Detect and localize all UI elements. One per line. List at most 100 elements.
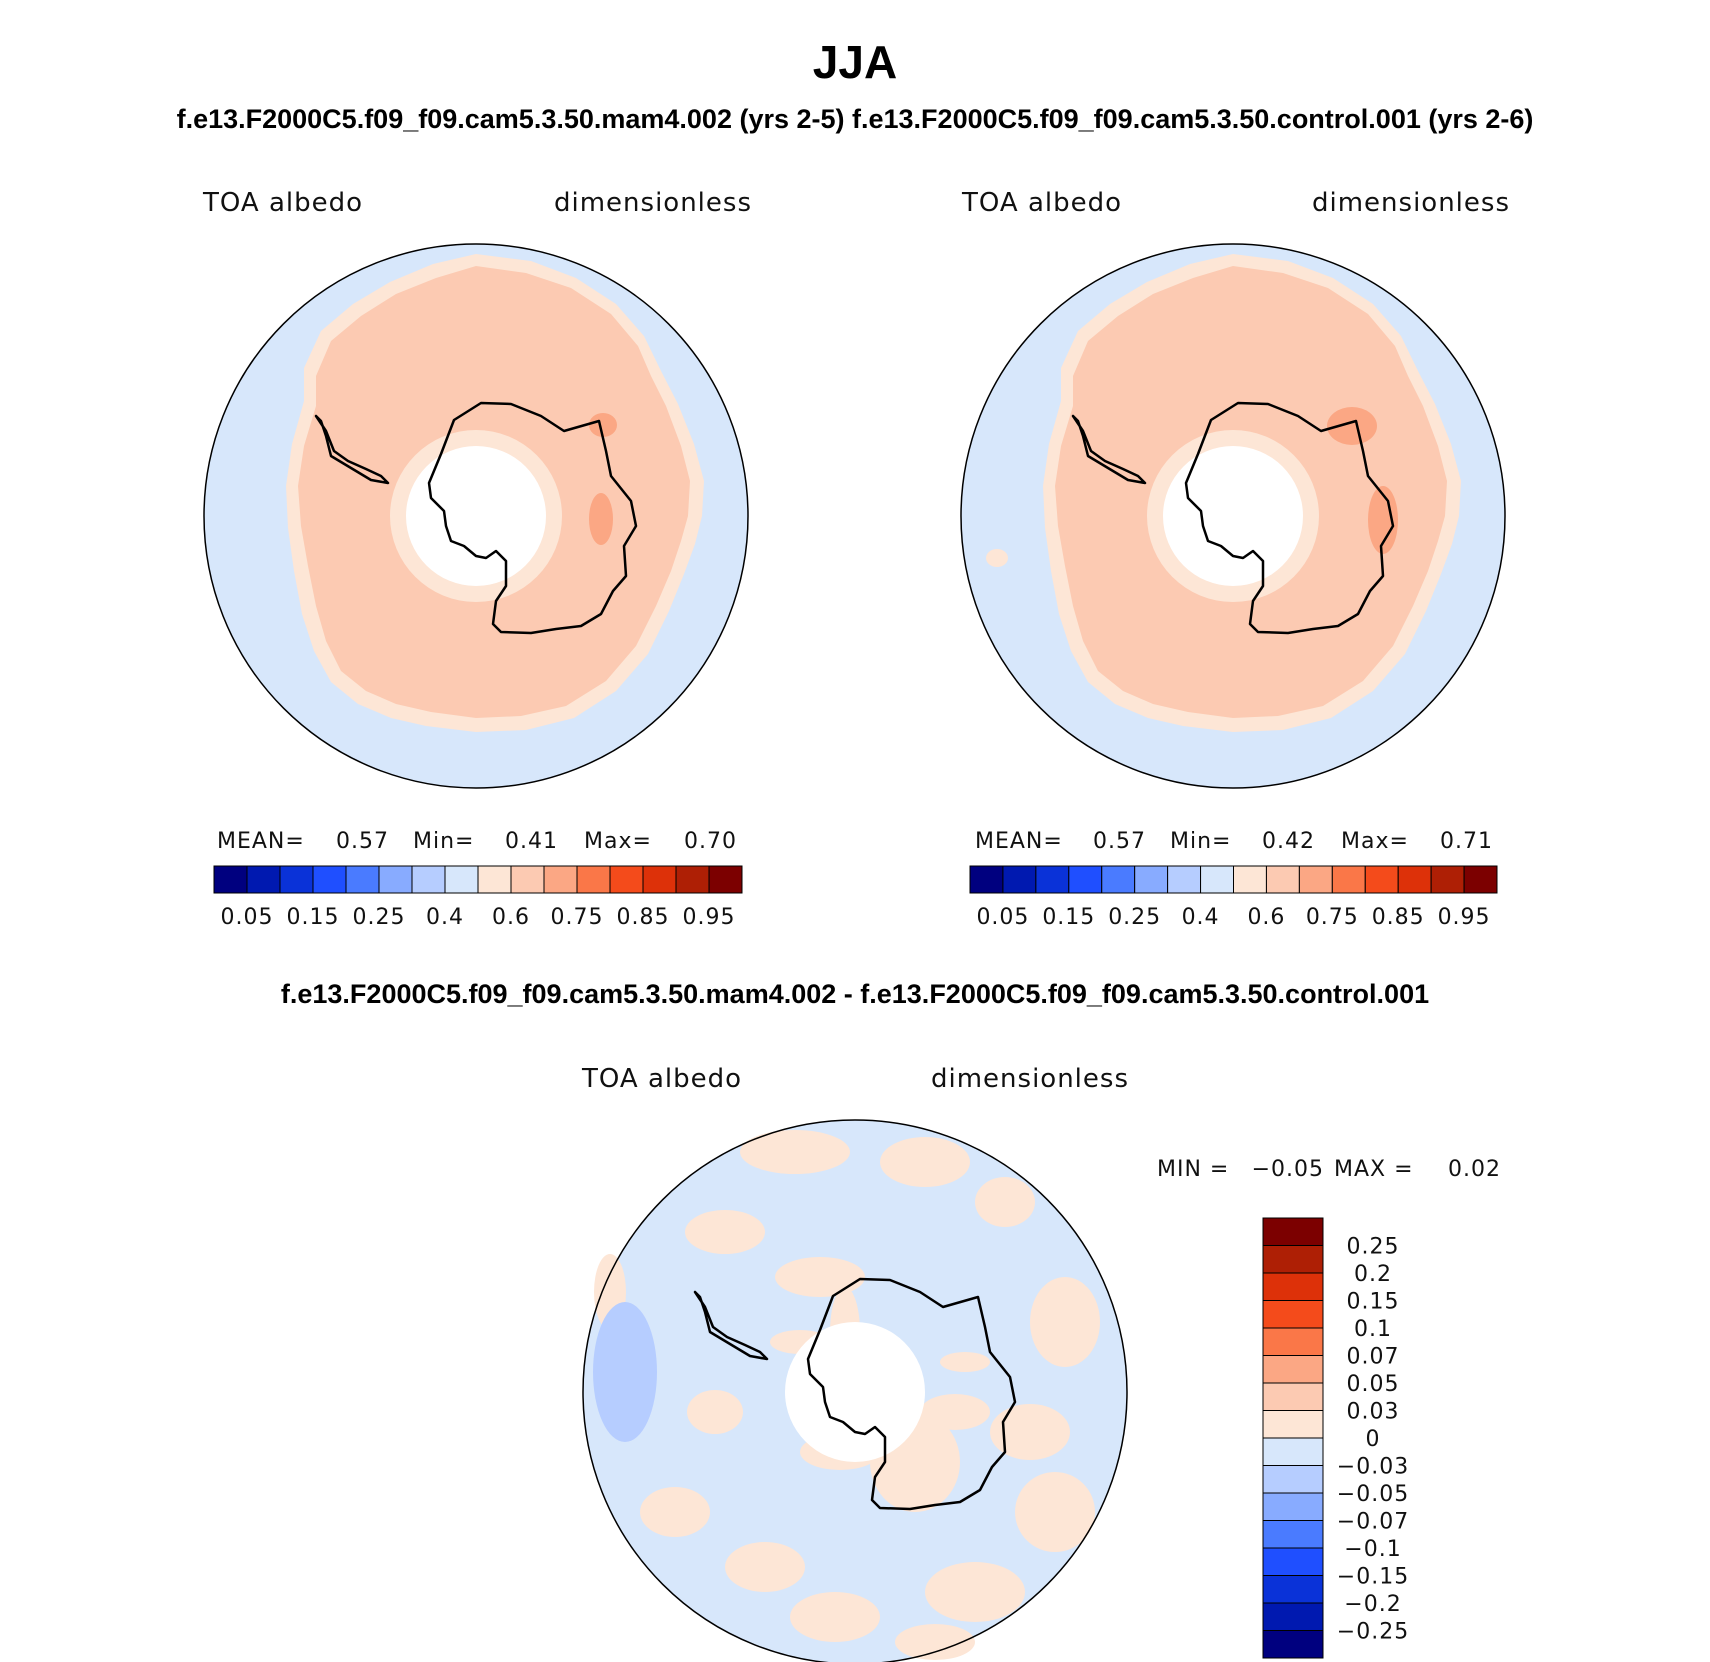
colorbar-swatch [708, 865, 743, 894]
colorbar-swatch [1262, 1465, 1324, 1494]
colorbar-tick-label: 0.07 [1347, 1345, 1400, 1370]
colorbar-tick-label: 0.15 [1042, 905, 1095, 930]
colorbar-swatch [510, 865, 545, 894]
colorbar-tick-label: −0.25 [1337, 1620, 1409, 1645]
colorbar-swatch [1262, 1245, 1324, 1274]
colorbar-swatch [1262, 1630, 1324, 1659]
colorbar-swatch [1265, 865, 1300, 894]
panel-1-pole-hole [406, 446, 546, 586]
colorbar-swatch [642, 865, 677, 894]
panel-2-map-border [960, 243, 1506, 789]
panel-3-map-border [582, 1119, 1128, 1662]
colorbar-tick-label: 0.03 [1347, 1400, 1400, 1425]
panel-2-mean-label: MEAN= [975, 829, 1063, 854]
colorbar-tick-label: −0.15 [1337, 1565, 1409, 1590]
panel-2-variable: TOA albedo [961, 188, 1122, 218]
panel-3-min-value: −0.05 [1252, 1157, 1324, 1182]
colorbar-swatch [213, 865, 248, 894]
colorbar-tick-label: 0 [1366, 1427, 1381, 1452]
panel-2-mean-value: 0.57 [1093, 829, 1146, 854]
colorbar-tick-label: −0.05 [1337, 1482, 1409, 1507]
panel-3-negative-patch [593, 1302, 657, 1442]
colorbar-swatch [1262, 1300, 1324, 1329]
colorbar-swatch [1430, 865, 1465, 894]
panel-2-colorbar: 0.05 0.15 0.25 0.4 0.6 0.75 0.85 0.95 [969, 865, 1498, 930]
colorbar-tick-label: 0.85 [617, 905, 670, 930]
colorbar-swatch [543, 865, 578, 894]
panel-3-min-label: MIN = [1157, 1157, 1229, 1182]
diff-title: f.e13.F2000C5.f09_f09.cam5.3.50.mam4.002… [281, 979, 1429, 1009]
colorbar-swatch [1262, 1327, 1324, 1356]
colorbar-swatch [576, 865, 611, 894]
colorbar-tick-label: 0.85 [1372, 905, 1425, 930]
panel-1-min-label: Min= [413, 829, 474, 854]
colorbar-swatch [1262, 1355, 1324, 1384]
colorbar-swatch [1262, 1575, 1324, 1604]
colorbar-tick-label: 0.6 [492, 905, 530, 930]
colorbar-swatch [1200, 865, 1234, 894]
colorbar-swatch [1035, 865, 1070, 894]
colorbar-tick-label: −0.2 [1344, 1592, 1401, 1617]
panel-1-stats: MEAN= 0.57 Min= 0.41 Max= 0.70 [217, 829, 737, 854]
panel-1-map-border [203, 243, 749, 789]
colorbar-tick-label: 0.4 [1182, 905, 1220, 930]
colorbar-swatch [1262, 1520, 1324, 1549]
panel-1: TOA albedo dimensionless MEAN= 0.57 Min=… [202, 188, 752, 930]
colorbar-tick-label: 0.15 [287, 905, 340, 930]
panel-1-max-label: Max= [584, 829, 652, 854]
colorbar-swatch [1364, 865, 1399, 894]
colorbar-swatch [675, 865, 710, 894]
panel-1-mean-label: MEAN= [217, 829, 305, 854]
panel-1-mean-value: 0.57 [336, 829, 389, 854]
panel-2-min-label: Min= [1170, 829, 1231, 854]
colorbar-swatch [411, 865, 446, 894]
panel-3-max-label: MAX = [1334, 1157, 1414, 1182]
panel-2-min-value: 0.42 [1262, 829, 1315, 854]
panel-1-units: dimensionless [554, 188, 752, 218]
colorbar-swatch [1262, 1410, 1324, 1439]
colorbar-swatch [609, 865, 644, 894]
panel-1-map [203, 243, 749, 789]
colorbar-swatch [1331, 865, 1366, 894]
panel-2-high-spot [1327, 407, 1377, 445]
colorbar-swatch [312, 865, 347, 894]
figure-title: JJA [813, 36, 897, 88]
colorbar-tick-label: 0.6 [1247, 905, 1285, 930]
colorbar-swatch [1262, 1547, 1324, 1576]
colorbar-tick-label: 0.25 [1347, 1235, 1400, 1260]
colorbar-swatch [1262, 1437, 1324, 1466]
panel-3-colorbar: 0.250.2 0.150.1 0.070.05 0.030 −0.03−0.05 −0.… [1262, 1217, 1409, 1659]
colorbar-swatch [345, 865, 380, 894]
panel-2-pole-hole [1163, 446, 1303, 586]
colorbar-tick-label: 0.25 [353, 905, 406, 930]
colorbar-swatch [1233, 865, 1267, 894]
colorbar-swatch [279, 865, 314, 894]
colorbar-swatch [246, 865, 281, 894]
colorbar-tick-label: 0.75 [1306, 905, 1359, 930]
colorbar-tick-label: 0.75 [551, 905, 604, 930]
colorbar-tick-label: 0.2 [1354, 1262, 1392, 1287]
panel-2: TOA albedo dimensionless MEAN= 0.57 Min=… [960, 188, 1510, 930]
colorbar-swatch [1101, 865, 1136, 894]
colorbar-tick-label: 0.1 [1354, 1317, 1392, 1342]
colorbar-swatch [1262, 1602, 1324, 1631]
panel-1-colorbar: 0.05 0.15 0.25 0.4 0.6 0.75 0.85 0.95 [213, 865, 743, 930]
colorbar-tick-label: 0.05 [221, 905, 274, 930]
colorbar-tick-label: −0.07 [1337, 1510, 1409, 1535]
figure-subtitle: f.e13.F2000C5.f09_f09.cam5.3.50.mam4.002… [177, 104, 1534, 134]
panel-1-high-spot [589, 493, 613, 545]
panel-1-max-value: 0.70 [684, 829, 737, 854]
panel-2-stats: MEAN= 0.57 Min= 0.42 Max= 0.71 [975, 829, 1493, 854]
colorbar-swatch [444, 865, 479, 894]
panel-2-sea-ice-patch [986, 549, 1008, 567]
panel-3-max-value: 0.02 [1448, 1157, 1501, 1182]
colorbar-swatch [1298, 865, 1333, 894]
panel-3-stats: MIN = −0.05 MAX = 0.02 [1157, 1157, 1501, 1182]
colorbar-swatch [969, 865, 1004, 894]
panel-2-units: dimensionless [1312, 188, 1510, 218]
colorbar-tick-label: 0.95 [1438, 905, 1491, 930]
panel-1-min-value: 0.41 [505, 829, 558, 854]
colorbar-swatch [1463, 865, 1498, 894]
panel-2-max-value: 0.71 [1440, 829, 1493, 854]
